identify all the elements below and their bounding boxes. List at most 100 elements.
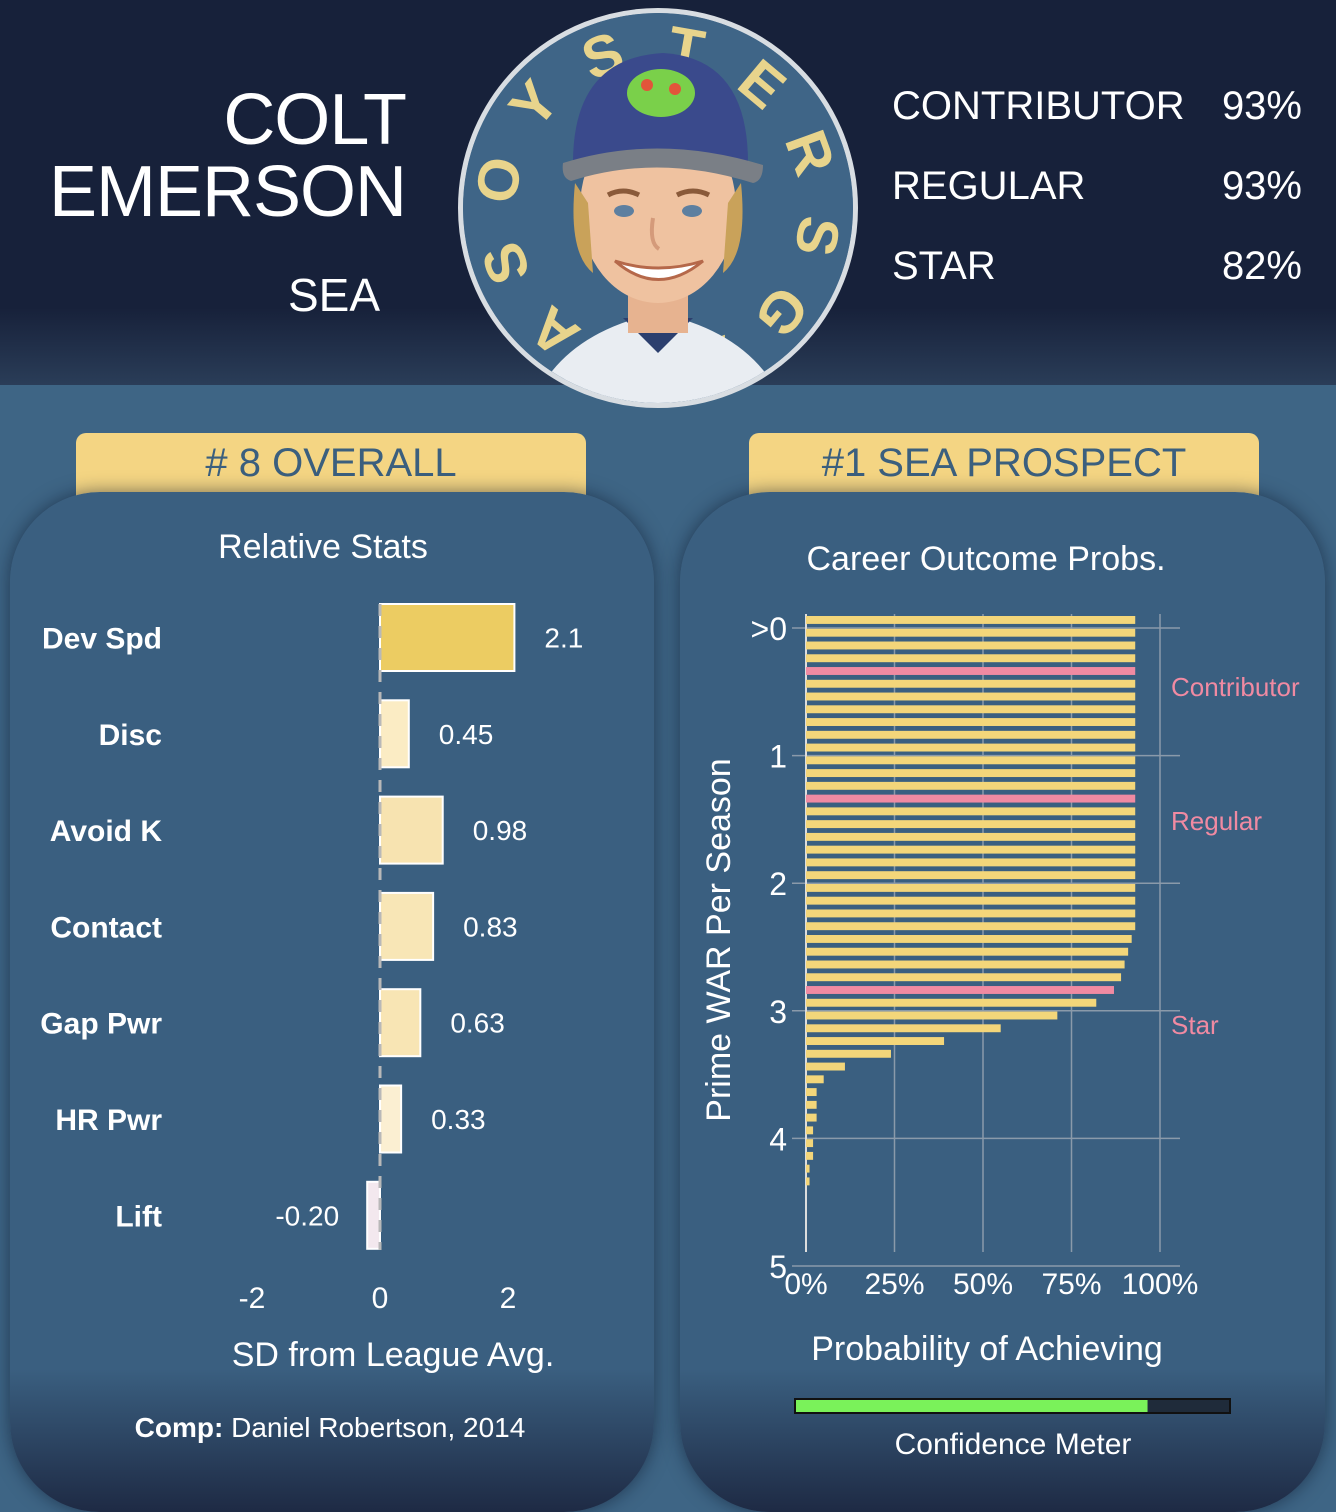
outcome-bar xyxy=(806,705,1136,714)
outcome-bar xyxy=(806,654,1136,663)
star-value: 82% xyxy=(1221,244,1302,288)
stat-value-label: -0.20 xyxy=(275,1200,339,1231)
outcome-bar xyxy=(806,1100,817,1109)
outcome-bar xyxy=(806,807,1136,816)
contributor-value: 93% xyxy=(1221,84,1302,128)
outcome-bar xyxy=(806,883,1136,892)
outcome-bar xyxy=(806,820,1136,829)
confidence-meter-label: Confidence Meter xyxy=(895,1428,1132,1461)
stat-bar xyxy=(379,699,410,769)
outcome-bar xyxy=(806,718,1136,726)
stat-bar xyxy=(366,1180,382,1250)
threshold-annotation: Contributor xyxy=(1171,672,1300,702)
relative-stats-xlabel: SD from League Avg. xyxy=(232,1336,555,1374)
x-tick-label: 25% xyxy=(864,1268,924,1301)
team-rank-banner: #1 SEA PROSPECT xyxy=(749,433,1259,499)
outcome-bar xyxy=(806,1113,817,1122)
stat-bar xyxy=(379,603,516,672)
comp-line: Comp: Daniel Robertson, 2014 xyxy=(135,1412,526,1443)
outcome-bar xyxy=(806,1049,891,1058)
outcome-bar xyxy=(806,1011,1058,1020)
x-tick-label: 0% xyxy=(784,1268,827,1301)
outcome-bar xyxy=(806,628,1136,637)
outcome-bar xyxy=(806,743,1136,752)
threshold-annotation: Regular xyxy=(1171,806,1262,836)
star-label: STAR xyxy=(892,244,996,288)
career-outcome-xlabel: Probability of Achieving xyxy=(811,1330,1163,1368)
stat-value-label: 0.45 xyxy=(439,719,494,750)
y-tick-label: 3 xyxy=(769,994,787,1030)
x-tick-label: -2 xyxy=(239,1282,266,1315)
x-tick-label: 50% xyxy=(953,1268,1013,1301)
outcome-bar xyxy=(806,616,1136,624)
outcome-bar xyxy=(806,1088,817,1097)
outcome-bar xyxy=(806,896,1136,905)
outcome-bar xyxy=(806,692,1136,701)
outcome-bar xyxy=(806,641,1136,650)
badge-letter: O xyxy=(463,152,535,208)
y-tick-label: 1 xyxy=(769,739,787,775)
outcome-bar xyxy=(806,832,1136,841)
outcome-bar xyxy=(806,756,1136,765)
outcome-bar xyxy=(806,909,1136,918)
x-tick-label: 75% xyxy=(1041,1268,1101,1301)
outcome-bar xyxy=(806,935,1132,943)
stat-value-label: 0.98 xyxy=(473,815,527,846)
regular-value: 93% xyxy=(1221,164,1302,208)
relative-stats-title: Relative Stats xyxy=(218,528,428,566)
outcome-bar xyxy=(806,1151,814,1160)
stat-value-label: 0.33 xyxy=(431,1104,486,1135)
stat-label: Avoid K xyxy=(50,815,163,848)
comp-prefix: Comp: xyxy=(135,1412,224,1443)
stat-label: Dev Spd xyxy=(42,623,162,656)
outcome-bar xyxy=(806,871,1136,880)
contributor-label: CONTRIBUTOR xyxy=(892,84,1185,128)
stat-value-label: 2.1 xyxy=(544,623,583,654)
highlight-bar xyxy=(806,794,1136,803)
highlight-bar xyxy=(806,667,1136,675)
outcome-bar xyxy=(806,858,1136,867)
stat-label: Lift xyxy=(115,1200,162,1233)
player-first-name: COLT xyxy=(223,80,407,160)
y-tick-label: 2 xyxy=(769,866,787,902)
outcome-bar xyxy=(806,960,1125,969)
outcome-bar xyxy=(806,998,1097,1007)
stat-bar xyxy=(379,891,435,961)
stat-label: Disc xyxy=(99,719,162,752)
outcome-bar xyxy=(806,1164,810,1173)
stat-label: Contact xyxy=(50,911,162,944)
career-outcome-title: Career Outcome Probs. xyxy=(806,540,1165,578)
x-tick-label: 100% xyxy=(1122,1268,1199,1301)
outcome-bar xyxy=(806,922,1136,931)
relative-stats-chart: Relative Stats Dev Spd 2.1 Disc 0.45 Avoid K… xyxy=(40,528,583,1443)
x-tick-label: 2 xyxy=(500,1282,517,1315)
outcome-bar xyxy=(806,730,1136,739)
y-tick-label: 4 xyxy=(769,1121,787,1157)
player-last-name: EMERSON xyxy=(48,152,407,232)
highlight-bar xyxy=(806,986,1114,994)
player-portrait: OYSTERSGANAS xyxy=(463,13,853,403)
comp-text: Daniel Robertson, 2014 xyxy=(223,1412,525,1443)
outcome-bar xyxy=(806,947,1129,956)
outcome-bar xyxy=(806,1075,824,1084)
stat-label: HR Pwr xyxy=(55,1104,162,1137)
stat-value-label: 0.83 xyxy=(463,911,518,942)
career-outcome-ylabel: Prime WAR Per Season xyxy=(700,758,738,1121)
outcome-bar xyxy=(806,845,1136,854)
x-tick-label: 0 xyxy=(372,1282,389,1315)
y-tick-label: 5 xyxy=(769,1249,787,1285)
relative-stats-card xyxy=(10,492,654,1512)
y-tick-label: >0 xyxy=(751,611,787,647)
outcome-bar xyxy=(806,1024,1001,1033)
stat-value-label: 0.63 xyxy=(450,1008,505,1039)
player-team: SEA xyxy=(288,269,381,321)
outcome-bar xyxy=(806,1062,845,1071)
outcome-bar xyxy=(806,679,1136,688)
confidence-meter-fill xyxy=(796,1400,1148,1412)
outcome-bar xyxy=(806,1177,810,1186)
outcome-bar xyxy=(806,1139,814,1148)
stat-bar xyxy=(379,795,444,865)
outcome-bar xyxy=(806,781,1136,790)
stat-label: Gap Pwr xyxy=(40,1008,162,1041)
